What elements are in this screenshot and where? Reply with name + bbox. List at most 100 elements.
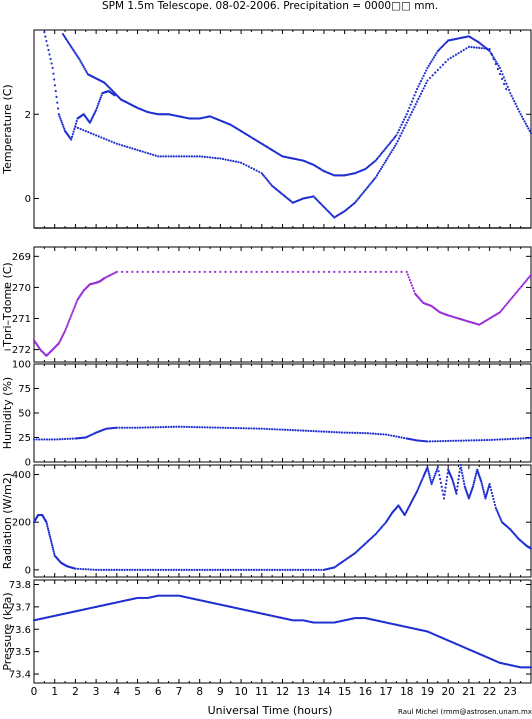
- data-point: [52, 72, 55, 75]
- data-point: [412, 108, 415, 111]
- x-tick-label: 14: [317, 686, 331, 698]
- data-point: [95, 106, 99, 110]
- data-point: [520, 284, 524, 287]
- data-point: [289, 428, 292, 432]
- data-point: [499, 517, 502, 520]
- data-point: [159, 155, 162, 158]
- data-point: [45, 521, 48, 524]
- data-point: [113, 141, 116, 144]
- data-point: [214, 270, 217, 273]
- data-point: [370, 181, 373, 184]
- data-point: [471, 485, 475, 488]
- data-point: [219, 157, 222, 160]
- y-tick-label: 73.4: [9, 670, 31, 681]
- y-axis-label: Humidity (%): [1, 377, 14, 449]
- data-point: [433, 474, 436, 477]
- panel-frame: [33, 363, 532, 463]
- data-point: [439, 477, 442, 481]
- data-point: [100, 94, 103, 97]
- data-point: [45, 438, 49, 441]
- panel-frame: [33, 579, 532, 684]
- data-point: [239, 161, 243, 164]
- data-point: [364, 431, 367, 435]
- data-point: [494, 62, 497, 66]
- data-point: [48, 53, 51, 56]
- panel-frame: [33, 246, 532, 363]
- data-point: [509, 437, 512, 441]
- data-point: [89, 132, 93, 135]
- data-point: [462, 48, 465, 52]
- data-point: [67, 320, 71, 323]
- data-point: [439, 440, 442, 443]
- data-point: [89, 568, 93, 571]
- data-point: [366, 185, 370, 189]
- data-point: [167, 425, 170, 429]
- data-point: [500, 309, 503, 312]
- data-point: [486, 490, 489, 493]
- data-point: [97, 102, 100, 105]
- data-point: [315, 568, 318, 571]
- data-point: [449, 439, 452, 442]
- data-point: [255, 427, 258, 430]
- data-point: [120, 144, 124, 147]
- data-point: [390, 270, 393, 273]
- data-point: [417, 486, 420, 489]
- data-point: [67, 41, 70, 44]
- data-point: [159, 568, 162, 571]
- data-point: [98, 100, 101, 103]
- data-point: [198, 568, 201, 571]
- data-point: [397, 435, 401, 439]
- x-tick-label: 9: [217, 686, 224, 698]
- data-point: [500, 519, 503, 522]
- data-point: [417, 85, 420, 88]
- data-point: [70, 314, 73, 317]
- data-point: [131, 568, 134, 571]
- data-point: [481, 484, 484, 487]
- data-point: [490, 52, 493, 56]
- data-point: [245, 164, 248, 167]
- data-point: [371, 432, 375, 435]
- data-point: [374, 176, 377, 179]
- data-point: [368, 184, 371, 187]
- data-point: [317, 568, 320, 571]
- data-point: [414, 103, 417, 106]
- y-tick-label: −272: [4, 345, 31, 356]
- data-point: [304, 568, 307, 571]
- data-point: [149, 152, 152, 156]
- data-point: [185, 568, 188, 571]
- data-point: [513, 99, 516, 103]
- data-point: [74, 122, 78, 125]
- data-point: [396, 140, 399, 143]
- data-point: [461, 474, 464, 477]
- data-point: [492, 497, 495, 501]
- data-point: [219, 426, 222, 429]
- data-point: [84, 69, 87, 72]
- data-point: [343, 431, 346, 434]
- data-point: [484, 495, 488, 498]
- data-point: [62, 125, 65, 128]
- x-tick-label: 1: [51, 686, 58, 698]
- data-point: [73, 50, 76, 53]
- data-point: [172, 425, 175, 428]
- data-point: [526, 125, 529, 128]
- data-point: [504, 438, 507, 441]
- data-point: [401, 121, 404, 124]
- data-point: [83, 67, 86, 70]
- data-point: [467, 45, 470, 48]
- data-point: [157, 426, 160, 429]
- data-point: [38, 438, 41, 441]
- data-point: [374, 432, 377, 435]
- data-point: [188, 568, 191, 571]
- x-tick-label: 23: [504, 686, 517, 698]
- data-point: [505, 87, 508, 91]
- data-point: [409, 103, 412, 106]
- data-point: [461, 471, 464, 475]
- data-point: [400, 270, 403, 273]
- data-point: [75, 300, 78, 303]
- data-point: [43, 438, 46, 441]
- data-point: [216, 157, 219, 160]
- y-tick-label: 100: [12, 360, 31, 371]
- data-point: [462, 479, 465, 483]
- data-point: [154, 568, 157, 571]
- data-point: [465, 439, 468, 442]
